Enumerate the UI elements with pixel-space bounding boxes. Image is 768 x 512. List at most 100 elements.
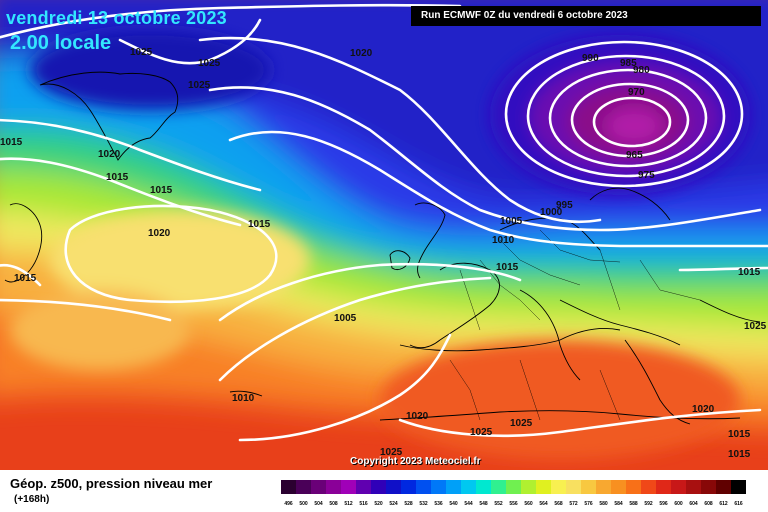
scale-swatch — [581, 480, 596, 494]
scale-swatch — [701, 480, 716, 494]
map-canvas: 1025 1025 1025 1020 1020 1015 1015 1015 1020 1015… — [0, 0, 768, 470]
scale-label: 596 — [659, 501, 668, 507]
scale-label: 588 — [629, 501, 638, 507]
scale-swatch — [461, 480, 476, 494]
color-scale — [281, 480, 746, 494]
isobar-label: 965 — [626, 150, 643, 161]
scale-label: 540 — [449, 501, 458, 507]
scale-label: 552 — [494, 501, 503, 507]
scale-swatch — [296, 480, 311, 494]
scale-swatch — [566, 480, 581, 494]
isobar-label: 975 — [638, 170, 655, 181]
scale-swatch — [641, 480, 656, 494]
isobar-label: 980 — [633, 65, 650, 76]
scale-swatch — [611, 480, 626, 494]
isobar-label: 1025 — [380, 447, 403, 458]
scale-swatch — [356, 480, 371, 494]
scale-swatch — [386, 480, 401, 494]
isobar-label: 1015 — [496, 262, 519, 273]
scale-swatch — [506, 480, 521, 494]
isobar-label: 1020 — [406, 411, 429, 422]
scale-swatch — [536, 480, 551, 494]
forecast-offset: (+168h) — [14, 494, 50, 505]
scale-swatch — [476, 480, 491, 494]
isobar-labels: 1025 1025 1025 1020 1020 1015 1015 1015 1020 1015… — [0, 47, 767, 460]
isobar-label: 1015 — [738, 267, 761, 278]
map-title: Géop. z500, pression niveau mer — [10, 476, 213, 491]
scale-swatch — [626, 480, 641, 494]
scale-swatch — [671, 480, 686, 494]
isobar-label: 995 — [556, 200, 573, 211]
scale-label: 572 — [569, 501, 578, 507]
scale-swatch — [446, 480, 461, 494]
scale-swatch — [686, 480, 701, 494]
run-info: Run ECMWF 0Z du vendredi 6 octobre 2023 — [411, 6, 761, 26]
geopotential-field — [0, 0, 768, 470]
scale-label: 548 — [479, 501, 488, 507]
isobar-label: 990 — [582, 53, 599, 64]
isobar-label: 1015 — [728, 429, 751, 440]
scale-label: 568 — [554, 501, 563, 507]
isobar-label: 1015 — [728, 449, 751, 460]
coastlines — [4, 71, 761, 425]
scale-label: 500 — [299, 501, 308, 507]
scale-swatch — [326, 480, 341, 494]
isobar-label: 1025 — [130, 47, 153, 58]
forecast-date: vendredi 13 octobre 2023 — [6, 8, 227, 28]
scale-label: 528 — [404, 501, 413, 507]
scale-swatch — [341, 480, 356, 494]
isobar-label: 1020 — [692, 404, 715, 415]
isobar-label: 985 — [620, 58, 637, 69]
scale-label: 504 — [314, 501, 323, 507]
scale-swatch — [311, 480, 326, 494]
isobar-label: 1015 — [150, 185, 173, 196]
scale-label: 532 — [419, 501, 428, 507]
scale-label: 536 — [434, 501, 443, 507]
copyright: Copyright 2023 Meteociel.fr — [350, 456, 481, 467]
scale-swatch — [401, 480, 416, 494]
isobar-label: 1005 — [334, 313, 357, 324]
isobar-label: 1025 — [188, 80, 211, 91]
isobar-label: 1025 — [744, 321, 767, 332]
scale-label: 544 — [464, 501, 473, 507]
scale-label: 616 — [734, 501, 743, 507]
scale-swatch — [521, 480, 536, 494]
scale-label: 560 — [524, 501, 533, 507]
isobar-label: 1015 — [14, 273, 37, 284]
isobar-label: 1010 — [232, 393, 255, 404]
isobar-label: 1020 — [350, 48, 373, 59]
isobar-label: 970 — [628, 87, 645, 98]
isobar-label: 1015 — [106, 172, 129, 183]
isobar-label: 1025 — [510, 418, 533, 429]
scale-swatch — [371, 480, 386, 494]
isobar-label: 1000 — [540, 207, 563, 218]
forecast-time: 2.00 locale — [10, 32, 112, 54]
scale-label: 612 — [719, 501, 728, 507]
scale-swatch — [596, 480, 611, 494]
scale-label: 556 — [509, 501, 518, 507]
isobar-label: 1015 — [0, 137, 23, 148]
scale-swatch — [731, 480, 746, 494]
scale-label: 564 — [539, 501, 548, 507]
scale-label: 520 — [374, 501, 383, 507]
scale-label: 508 — [329, 501, 338, 507]
isobar-label: 1020 — [98, 149, 121, 160]
scale-swatch — [551, 480, 566, 494]
scale-swatch — [716, 480, 731, 494]
borders — [449, 229, 701, 421]
scale-label: 516 — [359, 501, 368, 507]
scale-label: 576 — [584, 501, 593, 507]
weather-map: 1025 1025 1025 1020 1020 1015 1015 1015 1020 1015… — [0, 0, 768, 470]
isobar-label: 1015 — [248, 219, 271, 230]
scale-swatch — [416, 480, 431, 494]
isobar-label: 1005 — [500, 216, 523, 227]
scale-label: 600 — [674, 501, 683, 507]
scale-label: 496 — [284, 501, 293, 507]
color-scale-labels: 496 500 504 508 512 516 520 524 528 532 536 540 544 5… — [281, 501, 746, 507]
scale-label: 584 — [614, 501, 623, 507]
isobar-label: 1025 — [470, 427, 493, 438]
legend-footer: Géop. z500, pression niveau mer (+168h) … — [0, 470, 768, 512]
scale-swatch — [431, 480, 446, 494]
scale-label: 512 — [344, 501, 353, 507]
isobar-label: 1010 — [492, 235, 515, 246]
